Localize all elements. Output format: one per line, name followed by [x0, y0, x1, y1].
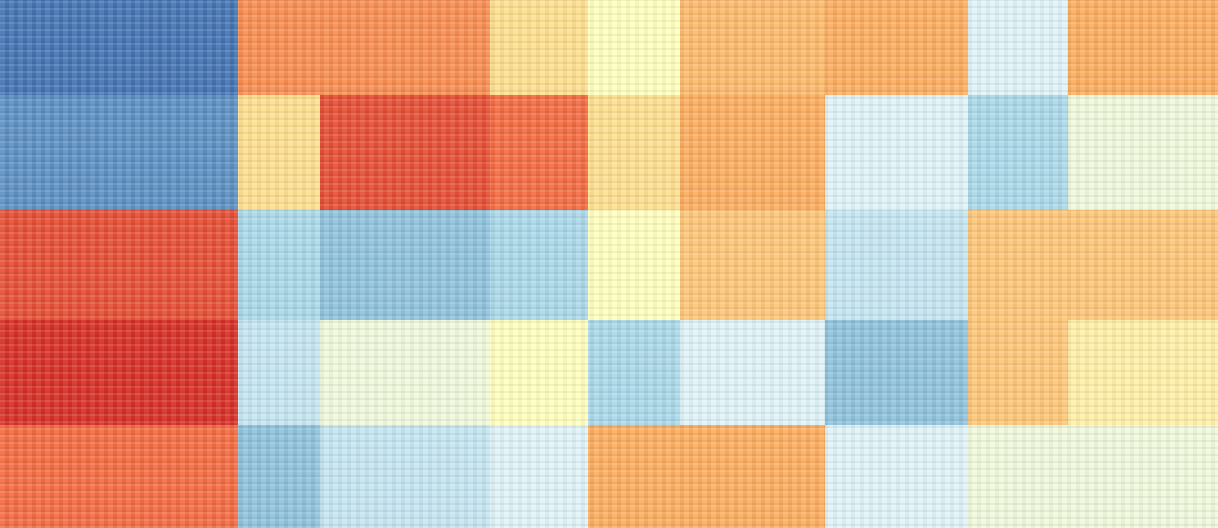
heatmap-cell-r1-c4: [588, 95, 680, 210]
heatmap-cell-r2-c2: [320, 210, 490, 320]
heatmap-cell-r1-c8: [1068, 95, 1218, 210]
heatmap-cell-r3-c8: [1068, 320, 1218, 425]
heatmap-cell-r2-c7: [968, 210, 1068, 320]
heatmap-cell-r0-c2: [320, 0, 490, 95]
heatmap-cell-r0-c0: [0, 0, 238, 95]
heatmap-cell-r3-c4: [588, 320, 680, 425]
heatmap-cell-r2-c0: [0, 210, 238, 320]
heatmap-cell-r2-c5: [680, 210, 825, 320]
heatmap-cell-r0-c6: [825, 0, 968, 95]
heatmap-cell-r0-c8: [1068, 0, 1218, 95]
heatmap-cell-r4-c1: [238, 425, 320, 528]
heatmap-cell-r2-c1: [238, 210, 320, 320]
heatmap-cell-r4-c8: [1068, 425, 1218, 528]
heatmap-cell-r0-c7: [968, 0, 1068, 95]
heatmap-cell-r2-c3: [490, 210, 588, 320]
heatmap-cell-r3-c2: [320, 320, 490, 425]
heatmap-cell-r0-c1: [238, 0, 320, 95]
heatmap-cell-r4-c6: [825, 425, 968, 528]
heatmap-cell-r3-c7: [968, 320, 1068, 425]
heatmap-cell-r3-c5: [680, 320, 825, 425]
heatmap-cell-r3-c6: [825, 320, 968, 425]
heatmap-cell-r1-c7: [968, 95, 1068, 210]
heatmap-cell-r1-c3: [490, 95, 588, 210]
heatmap-cell-r4-c2: [320, 425, 490, 528]
heatmap-cell-r3-c0: [0, 320, 238, 425]
heatmap-cell-r4-c7: [968, 425, 1068, 528]
heatmap-cell-r1-c2: [320, 95, 490, 210]
heatmap-cell-r3-c1: [238, 320, 320, 425]
heatmap-cell-r3-c3: [490, 320, 588, 425]
heatmap-cell-r1-c0: [0, 95, 238, 210]
heatmap-cell-r2-c8: [1068, 210, 1218, 320]
heatmap-cell-r1-c6: [825, 95, 968, 210]
heatmap-cell-r2-c4: [588, 210, 680, 320]
heatmap-cell-r1-c1: [238, 95, 320, 210]
heatmap-cell-r0-c4: [588, 0, 680, 95]
heatmap-cell-r4-c0: [0, 425, 238, 528]
heatmap-cell-r4-c5: [680, 425, 825, 528]
heatmap-cell-r0-c3: [490, 0, 588, 95]
heatmap-cell-r1-c5: [680, 95, 825, 210]
heatmap-cell-r2-c6: [825, 210, 968, 320]
heatmap-cell-r0-c5: [680, 0, 825, 95]
heatmap-cell-r4-c4: [588, 425, 680, 528]
heatmap-cell-r4-c3: [490, 425, 588, 528]
